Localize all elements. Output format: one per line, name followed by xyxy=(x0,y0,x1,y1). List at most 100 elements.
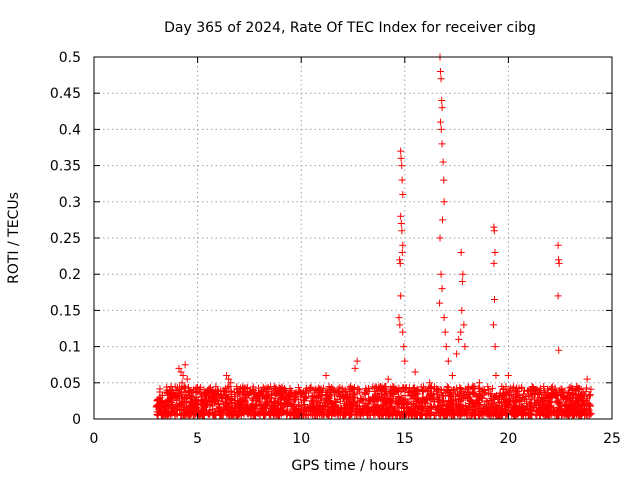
data-point xyxy=(255,388,263,396)
data-point xyxy=(457,401,465,409)
data-point xyxy=(491,343,499,351)
data-point xyxy=(153,402,161,410)
data-point xyxy=(382,383,390,391)
data-point xyxy=(439,216,447,224)
data-point xyxy=(280,392,288,400)
data-point xyxy=(294,408,302,416)
data-point xyxy=(427,403,435,411)
axis-ticks: 0 5 10 15 20 25 0 0.05 0.1 0.15 0.2 0.25 0.3 0.35 0.4 0… xyxy=(50,50,621,447)
data-point xyxy=(457,392,465,400)
data-point xyxy=(348,384,356,392)
data-point xyxy=(465,400,473,408)
data-point xyxy=(436,67,444,75)
data-point xyxy=(408,406,416,414)
data-point xyxy=(371,411,379,419)
y-tick-label: 0.5 xyxy=(59,50,81,66)
data-point xyxy=(455,406,463,414)
data-point xyxy=(457,328,465,336)
data-point xyxy=(179,372,187,380)
data-point xyxy=(324,411,332,419)
data-point xyxy=(386,395,394,403)
data-point xyxy=(491,248,499,256)
data-point xyxy=(394,403,402,411)
data-point xyxy=(495,411,503,419)
data-point xyxy=(515,391,523,399)
data-point xyxy=(249,402,257,410)
data-point xyxy=(252,408,260,416)
data-point xyxy=(528,383,536,391)
data-point xyxy=(463,390,471,398)
data-point xyxy=(191,396,199,404)
data-point xyxy=(325,397,333,405)
data-point xyxy=(436,299,444,307)
x-tick-label: 20 xyxy=(499,431,517,447)
y-tick-label: 0.15 xyxy=(50,303,81,319)
data-point xyxy=(583,395,591,403)
data-point xyxy=(579,408,587,416)
data-point xyxy=(168,409,176,417)
data-point xyxy=(301,393,309,401)
data-point xyxy=(194,405,202,413)
data-point xyxy=(279,393,287,401)
data-point xyxy=(434,402,442,410)
data-point xyxy=(368,393,376,401)
data-point xyxy=(396,411,404,419)
data-point xyxy=(335,389,343,397)
data-point xyxy=(331,403,339,411)
data-point xyxy=(197,410,205,418)
y-axis-title: ROTI / TECUs xyxy=(6,192,22,284)
data-point xyxy=(310,387,318,395)
data-point xyxy=(535,389,543,397)
data-point xyxy=(190,411,198,419)
data-point xyxy=(222,401,230,409)
data-point xyxy=(349,386,357,394)
data-point xyxy=(440,314,448,322)
data-point xyxy=(534,397,542,405)
data-point xyxy=(198,390,206,398)
data-point xyxy=(167,395,175,403)
data-point xyxy=(486,390,494,398)
data-point xyxy=(178,379,186,387)
data-point xyxy=(306,384,314,392)
data-point xyxy=(561,395,569,403)
data-point xyxy=(475,379,483,387)
y-tick-label: 0.45 xyxy=(50,86,81,102)
data-point xyxy=(273,390,281,397)
data-point xyxy=(223,372,231,380)
y-tick-label: 0.35 xyxy=(50,159,81,175)
data-point xyxy=(450,386,458,394)
data-point xyxy=(176,383,184,391)
data-point xyxy=(348,395,356,403)
data-point xyxy=(555,256,563,264)
data-point xyxy=(200,403,208,411)
data-point xyxy=(312,410,320,418)
data-point xyxy=(261,403,269,411)
data-point xyxy=(163,383,171,391)
data-point xyxy=(404,388,412,396)
data-point xyxy=(444,384,452,392)
data-point xyxy=(216,403,224,411)
data-point xyxy=(319,384,327,392)
data-point xyxy=(484,383,492,391)
data-point xyxy=(337,408,345,416)
data-point xyxy=(185,404,193,412)
data-point xyxy=(414,411,422,419)
data-point xyxy=(401,357,409,365)
data-point xyxy=(517,410,525,418)
data-point xyxy=(543,385,551,393)
data-point xyxy=(510,383,518,391)
data-point xyxy=(464,394,472,402)
data-point xyxy=(430,396,438,404)
data-point xyxy=(355,386,363,394)
data-point xyxy=(362,384,370,392)
data-point xyxy=(328,411,336,419)
data-point xyxy=(290,390,298,398)
data-point xyxy=(578,393,586,401)
data-point xyxy=(555,346,563,354)
data-point xyxy=(166,394,174,402)
data-point xyxy=(329,407,337,415)
data-point xyxy=(464,405,472,413)
data-point xyxy=(582,388,590,396)
data-point xyxy=(267,383,275,391)
data-point xyxy=(562,409,570,417)
